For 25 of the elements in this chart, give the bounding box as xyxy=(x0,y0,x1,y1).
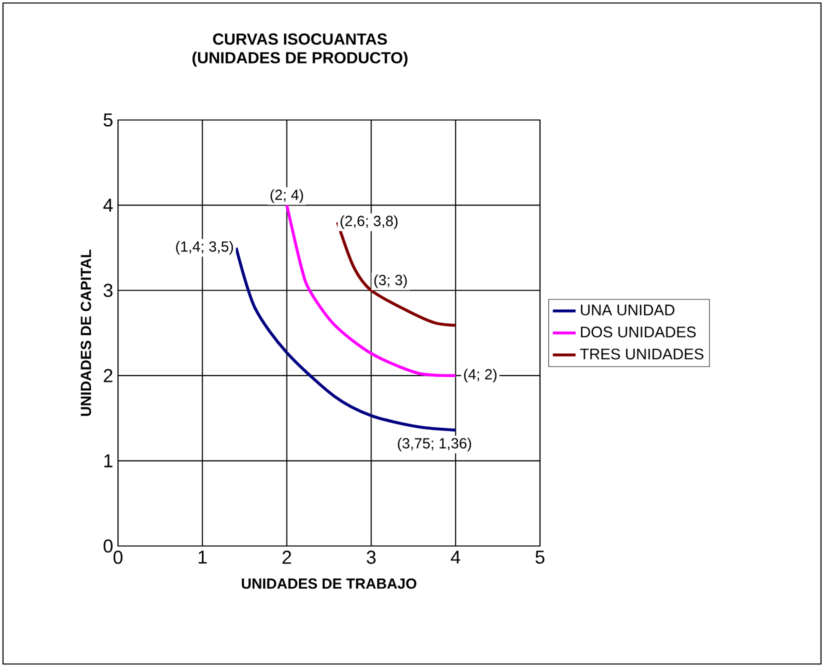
annotation: (3; 3) xyxy=(374,274,407,288)
chart-subtitle: (UNIDADES DE PRODUCTO) xyxy=(192,52,408,67)
x-tick-label: 4 xyxy=(450,550,460,564)
annotation: (2; 4) xyxy=(270,189,303,203)
y-tick-label: 2 xyxy=(104,369,112,382)
legend-label: UNA UNIDAD xyxy=(580,304,674,316)
legend-label: TRES UNIDADES xyxy=(580,348,704,360)
y-tick-label: 3 xyxy=(104,284,112,298)
annotation: (4; 2) xyxy=(464,368,497,382)
x-tick-label: 3 xyxy=(366,550,376,564)
chart-title: CURVAS ISOCUANTAS xyxy=(213,33,387,45)
annotation: (1,4; 3,5) xyxy=(176,240,233,255)
legend-label: DOS UNIDADES xyxy=(580,326,696,338)
annotation: (2,6; 3,8) xyxy=(340,215,398,230)
annotation: (3,75; 1,36) xyxy=(398,438,472,452)
y-tick-label: 4 xyxy=(103,198,113,212)
y-axis-title: UNIDADES DE CAPITAL xyxy=(80,250,92,416)
x-tick-label: 2 xyxy=(282,550,292,564)
y-tick-label: 1 xyxy=(104,454,112,468)
x-tick-label: 5 xyxy=(536,550,544,564)
x-tick-label: 1 xyxy=(198,550,207,564)
x-axis-title: UNIDADES DE TRABAJO xyxy=(242,578,416,589)
y-tick-label: 5 xyxy=(104,113,113,127)
x-tick-label: 0 xyxy=(114,550,122,564)
y-tick-label: 0 xyxy=(104,539,113,553)
